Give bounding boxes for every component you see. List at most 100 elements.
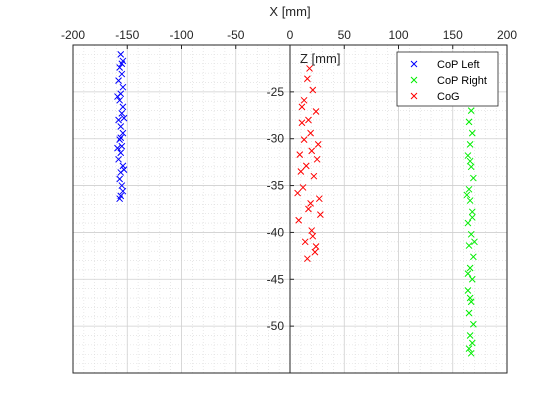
data-point	[317, 211, 324, 218]
data-point	[295, 216, 303, 224]
legend-item: CoP Right	[410, 75, 487, 87]
data-point	[118, 110, 126, 117]
marks-layer	[114, 51, 478, 357]
data-point	[466, 140, 474, 148]
data-point	[307, 129, 314, 137]
data-point	[298, 119, 306, 127]
data-point	[116, 136, 124, 144]
data-point	[306, 65, 313, 72]
y-tick-label: -35	[267, 179, 285, 193]
y-axis-title: Z [mm]	[300, 51, 340, 66]
data-point	[464, 152, 472, 159]
data-point	[308, 147, 316, 155]
data-point	[300, 96, 308, 104]
data-point	[464, 219, 472, 227]
data-point	[117, 134, 125, 142]
data-point	[304, 255, 311, 263]
data-point	[298, 103, 306, 111]
data-point	[297, 168, 305, 175]
y-tick-label: -45	[267, 272, 285, 286]
data-point	[309, 232, 317, 240]
x-tick-label: 150	[443, 28, 463, 42]
data-point	[465, 242, 473, 249]
data-point	[115, 77, 122, 84]
data-point	[465, 118, 473, 126]
series-3-marks	[294, 65, 324, 263]
data-point	[466, 264, 474, 272]
data-point	[114, 144, 121, 152]
data-point	[468, 208, 476, 216]
x-tick-label: 100	[388, 28, 408, 42]
data-point	[312, 108, 320, 115]
legend-marker	[410, 60, 418, 68]
data-point	[304, 75, 311, 83]
series-1-marks	[114, 51, 128, 203]
legend-box	[396, 51, 499, 107]
data-point	[313, 155, 321, 163]
data-point	[116, 64, 124, 71]
data-point	[117, 149, 125, 157]
data-point	[468, 275, 476, 283]
legend-items: CoP Left CoP Right CoG	[410, 59, 487, 103]
data-point	[463, 191, 471, 199]
x-tick-label: -50	[227, 28, 245, 42]
data-point	[299, 184, 307, 191]
data-point	[118, 60, 126, 68]
data-point	[118, 182, 126, 189]
legend-label: CoG	[437, 91, 460, 103]
legend-marker	[410, 76, 418, 84]
series-2-marks	[463, 107, 478, 357]
legend: CoP Left CoP Right CoG	[396, 51, 499, 107]
x-tick-label: 0	[287, 28, 294, 42]
data-point	[119, 103, 127, 111]
data-point	[117, 51, 125, 58]
data-point	[309, 86, 317, 94]
data-point	[467, 230, 475, 238]
data-point	[468, 129, 476, 137]
data-point	[294, 189, 301, 197]
data-point	[315, 195, 323, 203]
y-tick-label: -50	[267, 319, 285, 333]
data-point	[118, 142, 126, 150]
data-point	[119, 83, 127, 91]
data-point	[119, 129, 127, 137]
data-point	[465, 309, 473, 317]
data-point	[120, 166, 128, 173]
data-point	[119, 187, 127, 195]
data-point	[466, 294, 474, 302]
data-point	[465, 185, 473, 193]
data-point	[314, 140, 322, 148]
x-tick-label: 200	[497, 28, 517, 42]
data-point	[116, 96, 124, 104]
data-point	[310, 172, 318, 180]
data-point	[466, 157, 474, 165]
data-point	[312, 243, 320, 250]
data-point	[305, 116, 312, 124]
data-point	[464, 270, 472, 278]
data-point	[470, 253, 477, 261]
legend-marker	[410, 92, 418, 100]
data-point	[470, 320, 477, 328]
data-point	[465, 345, 473, 352]
data-point	[116, 175, 124, 183]
legend-item: CoP Left	[410, 59, 480, 71]
data-point	[118, 70, 126, 78]
data-point	[119, 162, 127, 170]
x-tick-label: -150	[115, 28, 139, 42]
data-point	[115, 155, 122, 163]
data-point	[305, 205, 312, 213]
legend-item: CoG	[410, 91, 460, 103]
data-point	[464, 287, 472, 294]
data-point	[114, 93, 121, 100]
data-point	[466, 332, 474, 339]
data-point	[308, 227, 316, 234]
x-tick-label: -200	[61, 28, 85, 42]
data-point	[467, 107, 475, 114]
data-point	[117, 123, 125, 130]
data-point	[307, 200, 314, 207]
data-point	[466, 197, 474, 204]
x-axis-title: X [mm]	[269, 4, 310, 19]
axes-layer: -200 -150 -100 -50 0 50 100 150 200 -25 -30 -35 -40 -…	[61, 28, 517, 373]
data-point	[115, 116, 122, 124]
data-point	[301, 238, 309, 246]
